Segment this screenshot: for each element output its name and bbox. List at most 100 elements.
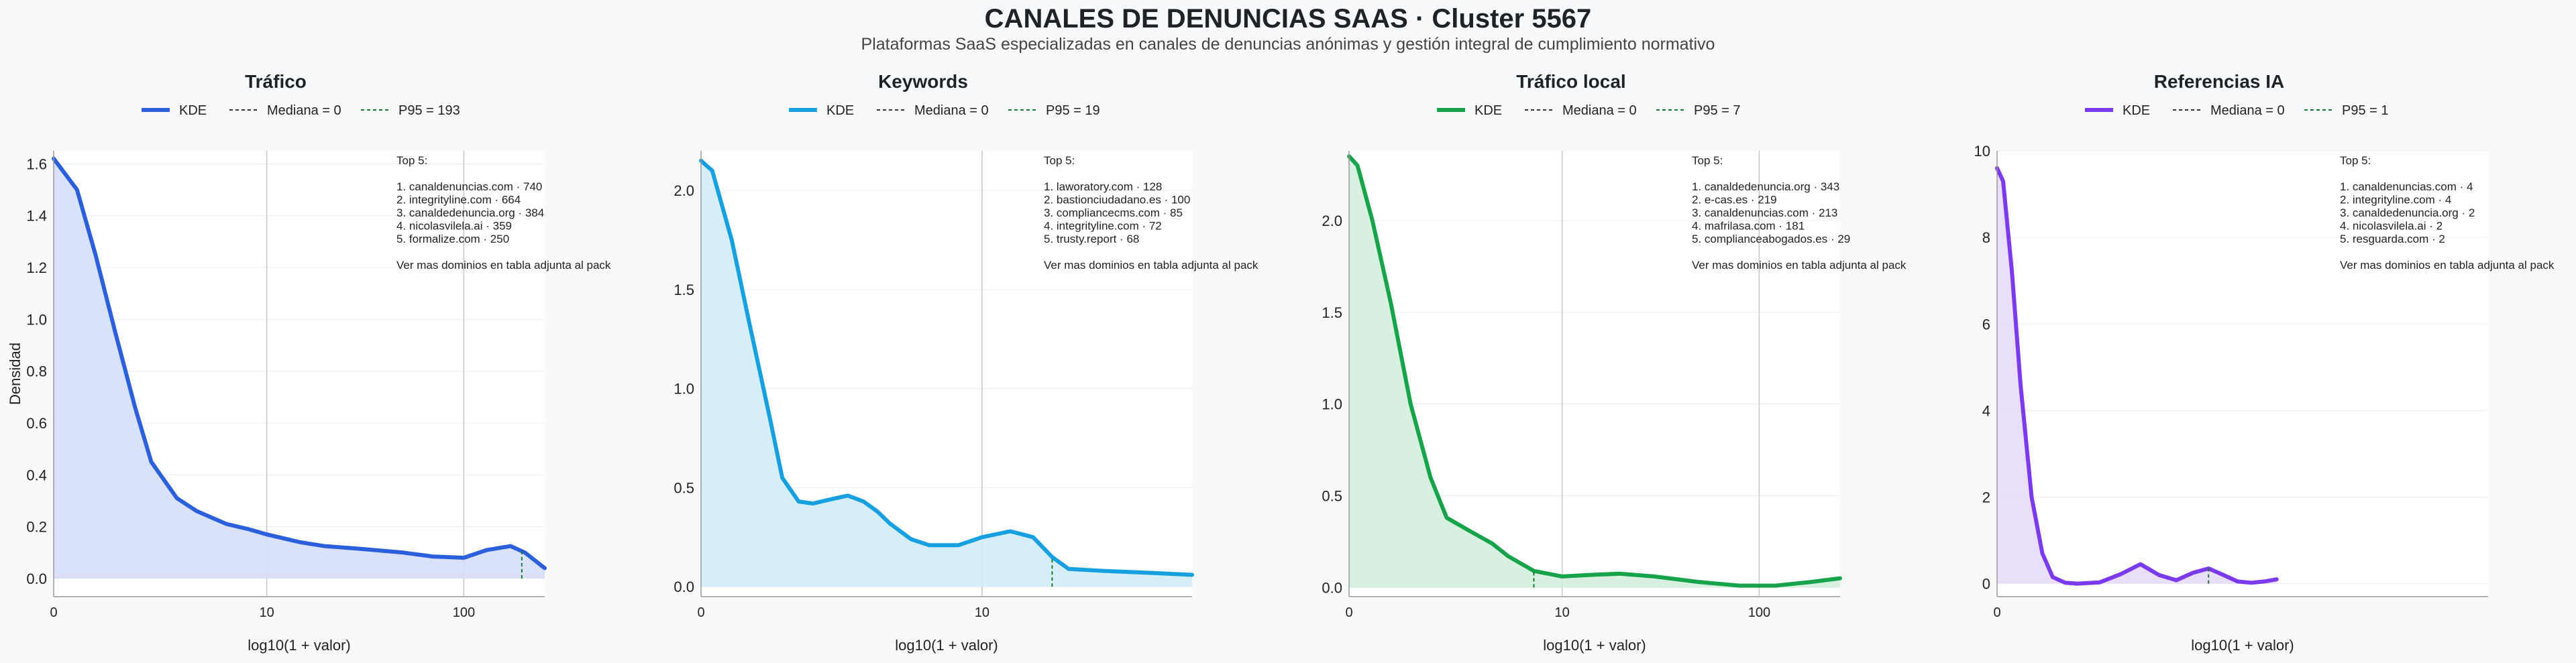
top5-annotation-line: 1. canaldenuncias.com · 4: [2340, 180, 2473, 193]
y-tick-label: 1.5: [1322, 304, 1342, 321]
x-tick-label: 0: [1993, 605, 2000, 620]
y-tick-label: 0.0: [26, 570, 47, 587]
x-tick-label: 10: [1555, 605, 1570, 620]
x-tick-label: 10: [975, 605, 989, 620]
y-tick-label: 1.0: [674, 381, 694, 398]
x-tick-label: 100: [1748, 605, 1770, 620]
x-axis-label: log10(1 + valor): [2191, 637, 2294, 654]
legend-median-label: Mediana = 0: [2210, 103, 2285, 118]
top5-annotation-line: 4. integrityline.com · 72: [1044, 220, 1162, 233]
kde-area: [54, 158, 545, 579]
y-tick-label: 0.5: [1322, 487, 1342, 504]
plot-area: [1349, 151, 1840, 597]
top5-annotation-line: Top 5:: [2340, 154, 2371, 167]
top5-annotation-line: 3. canaldedenuncia.org · 2: [2340, 206, 2475, 219]
panel-1: 0.0 0.2 0.4 0.6 0.8 1.0 1.2 1.4 1.6 0 10 100 Tráfico…: [7, 71, 611, 654]
x-axis-label: log10(1 + valor): [895, 637, 998, 654]
y-tick-label: 1.5: [674, 282, 694, 298]
top5-annotation-line: 5. trusty.report · 68: [1044, 233, 1139, 245]
legend-p95-label: P95 = 7: [1694, 103, 1741, 118]
panel-2: 0.0 0.5 1.0 1.5 2.0 0 10 Keywords KDE Mediana = 0…: [674, 71, 1258, 654]
top5-annotation-line: 3. canaldenuncias.com · 213: [1692, 206, 1837, 219]
kde-line: [52, 156, 547, 570]
y-tick-label: 1.6: [26, 156, 47, 172]
top5-annotation-line: 5. complianceabogados.es · 29: [1692, 233, 1850, 245]
plot-area: [701, 151, 1192, 597]
y-tick-label: 0.4: [26, 467, 47, 483]
y-tick-label: 0: [1982, 576, 1990, 593]
x-tick-label: 0: [50, 605, 57, 620]
plot-area: [1997, 151, 2488, 597]
y-tick-label: 4: [1982, 402, 1990, 419]
y-tick-label: 0.8: [26, 363, 47, 380]
top5-annotation-line: 5. resguarda.com · 2: [2340, 233, 2445, 245]
kde-line: [699, 158, 1194, 577]
y-tick-label: 2.0: [674, 182, 694, 199]
x-tick-label: 10: [260, 605, 274, 620]
y-tick-label: 1.4: [26, 208, 47, 225]
top5-annotation-line: Ver mas dominios en tabla adjunta al pac…: [2340, 259, 2555, 272]
top5-annotation-line: 2. bastionciudadano.es · 100: [1044, 194, 1190, 206]
kde-area: [701, 160, 1192, 587]
top5-annotation-line: 1. canaldenuncias.com · 740: [396, 180, 542, 193]
y-tick-label: 0.2: [26, 519, 47, 536]
panel-title: Tráfico: [245, 71, 307, 92]
kde-area: [1997, 168, 2277, 584]
top5-annotation-line: 1. canaldedenuncia.org · 343: [1692, 180, 1839, 193]
y-tick-label: 0.0: [1322, 579, 1342, 596]
top5-annotation-line: 5. formalize.com · 250: [396, 233, 509, 245]
legend-median-label: Mediana = 0: [267, 103, 341, 118]
panel-3: 0.0 0.5 1.0 1.5 2.0 0 10 100 Tráfico local KDE Med…: [1322, 71, 1907, 654]
top5-annotation-line: 3. canaldedenuncia.org · 384: [396, 206, 544, 219]
kde-line: [1995, 166, 2279, 586]
top5-annotation-line: Top 5:: [1692, 154, 1723, 167]
top5-annotation-line: 4. mafrilasa.com · 181: [1692, 220, 1805, 233]
top5-annotation-line: Top 5:: [396, 154, 427, 167]
x-axis-label: log10(1 + valor): [1543, 637, 1646, 654]
top5-annotation-line: Ver mas dominios en tabla adjunta al pac…: [1044, 259, 1258, 272]
legend-median-label: Mediana = 0: [914, 103, 989, 118]
y-tick-label: 8: [1982, 229, 1990, 246]
top5-annotation-line: 4. nicolasvilela.ai · 2: [2340, 220, 2443, 233]
plot-area: [54, 151, 545, 597]
top5-annotation-line: 3. compliancecms.com · 85: [1044, 206, 1183, 219]
y-tick-label: 2.0: [1322, 213, 1342, 229]
y-tick-label: 1.0: [1322, 396, 1342, 413]
y-tick-label: 10: [1974, 143, 1990, 160]
y-tick-label: 2: [1982, 489, 1990, 506]
top5-annotation-line: 2. e-cas.es · 219: [1692, 194, 1777, 206]
panel-title: Referencias IA: [2154, 71, 2285, 92]
panel-title: Keywords: [878, 71, 968, 92]
top5-annotation-line: Ver mas dominios en tabla adjunta al pac…: [396, 259, 611, 272]
panel-4: 0 2 4 6 8 10 0 Referencias IA KDE Mediana = 0 P95 …: [1974, 71, 2555, 654]
top5-annotation-line: 1. laworatory.com · 128: [1044, 180, 1162, 193]
kde-line: [1347, 154, 1842, 588]
y-tick-label: 0.6: [26, 415, 47, 432]
x-axis-label: log10(1 + valor): [248, 637, 350, 654]
y-tick-label: 0.0: [674, 579, 694, 595]
kde-area: [1349, 156, 1840, 588]
legend-p95-label: P95 = 19: [1046, 103, 1100, 118]
y-tick-label: 1.2: [26, 259, 47, 276]
y-tick-label: 0.5: [674, 479, 694, 496]
top5-annotation-line: 4. nicolasvilela.ai · 359: [396, 220, 512, 233]
top5-annotation-line: Ver mas dominios en tabla adjunta al pac…: [1692, 259, 1907, 272]
top5-annotation-line: 2. integrityline.com · 4: [2340, 194, 2451, 206]
legend-p95-label: P95 = 193: [398, 103, 460, 118]
y-tick-label: 1.0: [26, 311, 47, 328]
y-axis-label: Densidad: [7, 343, 23, 405]
y-tick-label: 6: [1982, 316, 1990, 333]
legend-kde-label: KDE: [1474, 103, 1502, 118]
figure-subtitle: Plataformas SaaS especializadas en canal…: [861, 35, 1715, 54]
top5-annotation-line: Top 5:: [1044, 154, 1075, 167]
legend-median-label: Mediana = 0: [1562, 103, 1637, 118]
figure-title: CANALES DE DENUNCIAS SAAS · Cluster 5567: [984, 4, 1592, 34]
legend-kde-label: KDE: [179, 103, 207, 118]
x-tick-label: 0: [1345, 605, 1352, 620]
x-tick-label: 100: [453, 605, 475, 620]
legend-kde-label: KDE: [826, 103, 854, 118]
legend-p95-label: P95 = 1: [2342, 103, 2389, 118]
panel-title: Tráfico local: [1516, 71, 1625, 92]
